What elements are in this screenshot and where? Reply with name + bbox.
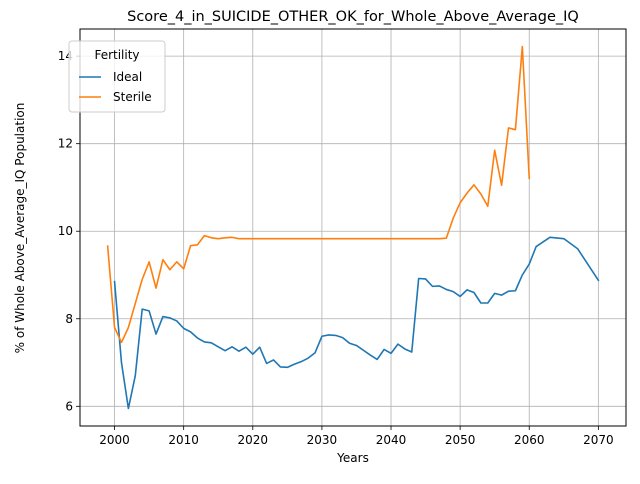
x-tick-label: 2050 — [445, 433, 476, 447]
x-tick-label: 2020 — [238, 433, 269, 447]
legend: Fertility Ideal Sterile — [68, 40, 166, 113]
x-tick-label: 2040 — [376, 433, 407, 447]
x-tick-label: 2000 — [99, 433, 130, 447]
legend-box — [68, 40, 166, 113]
grid — [80, 29, 626, 426]
y-tick-label: 10 — [58, 224, 73, 238]
x-tick-label: 2070 — [583, 433, 614, 447]
chart-title: Score_4_in_SUICIDE_OTHER_OK_for_Whole_Ab… — [127, 9, 579, 25]
y-axis-label: % of Whole Above_Average_IQ Population — [13, 103, 27, 354]
series-lines — [106, 45, 600, 410]
legend-label-sterile: Sterile — [113, 90, 152, 104]
x-tick-label: 2010 — [168, 433, 199, 447]
plot-frame — [79, 28, 627, 427]
y-tick-label: 6 — [65, 399, 73, 413]
plot-area — [80, 29, 626, 426]
y-tick-label: 12 — [58, 137, 73, 151]
y-tick-label: 8 — [65, 312, 73, 326]
x-axis-label: Years — [336, 451, 369, 465]
legend-title: Fertility — [94, 48, 139, 62]
series-line-ideal — [113, 236, 600, 410]
x-tick-label: 2060 — [514, 433, 545, 447]
series-line-sterile — [106, 45, 531, 344]
legend-label-ideal: Ideal — [113, 70, 142, 84]
x-tick-label: 2030 — [307, 433, 338, 447]
